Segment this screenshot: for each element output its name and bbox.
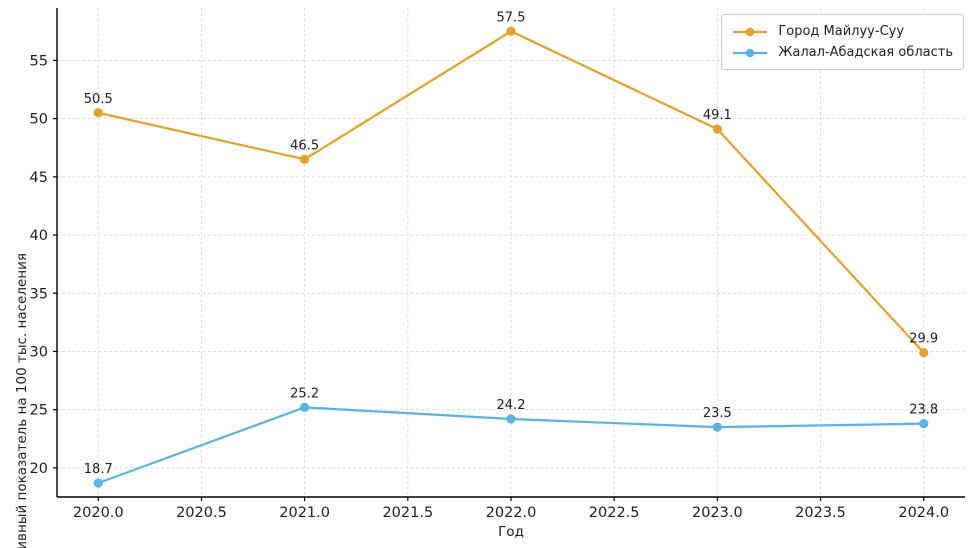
y-tick-label: 40 (30, 228, 48, 244)
data-point (712, 124, 722, 134)
x-tick-label: 2023.5 (795, 505, 846, 521)
y-tick-label: 30 (30, 344, 48, 360)
legend-line-icon (733, 48, 768, 57)
y-axis-label: Интенсивный показатель на 100 тыс. насел… (14, 253, 30, 548)
x-tick-label: 2021.5 (382, 505, 433, 521)
data-point (93, 478, 103, 488)
y-tick-label: 20 (30, 461, 48, 477)
data-point (919, 348, 929, 358)
x-tick-label: 2024.0 (898, 505, 949, 521)
data-point-label: 46.5 (290, 138, 319, 153)
y-tick-label: 50 (30, 112, 48, 128)
x-tick-label: 2021.0 (279, 505, 330, 521)
legend-label: Жалал-Абадская область (778, 45, 953, 60)
data-point (919, 419, 929, 429)
data-point-label: 23.5 (703, 406, 732, 421)
y-tick-label: 25 (30, 403, 48, 419)
data-point-label: 49.1 (703, 108, 732, 123)
y-tick-label: 45 (30, 170, 48, 186)
data-point-label: 25.2 (290, 386, 319, 401)
x-tick-label: 2020.0 (73, 505, 124, 521)
data-point-label: 50.5 (84, 92, 113, 107)
data-point (712, 422, 722, 432)
data-point-label: 29.9 (909, 332, 938, 347)
legend: Город Майлуу-Суу Жалал-Абадская область (721, 14, 964, 70)
legend-line-icon (733, 27, 768, 36)
data-point (300, 402, 310, 412)
data-point-label: 24.2 (497, 398, 526, 413)
x-tick-label: 2023.0 (692, 505, 743, 521)
legend-label: Город Майлуу-Суу (778, 24, 905, 39)
data-point-label: 18.7 (84, 462, 113, 477)
data-point (93, 108, 103, 118)
y-tick-label: 35 (30, 286, 48, 302)
data-point (506, 414, 516, 424)
x-tick-label: 2022.5 (589, 505, 640, 521)
data-point-label: 57.5 (497, 10, 526, 25)
x-tick-label: 2022.0 (486, 505, 537, 521)
x-axis-label: Год (498, 524, 524, 540)
data-point (506, 26, 516, 36)
legend-item: Жалал-Абадская область (732, 42, 953, 63)
data-point-label: 23.8 (909, 403, 938, 418)
x-tick-label: 2020.5 (176, 505, 227, 521)
y-tick-label: 55 (30, 53, 48, 69)
data-point (300, 154, 310, 164)
legend-item: Город Майлуу-Суу (732, 21, 953, 42)
